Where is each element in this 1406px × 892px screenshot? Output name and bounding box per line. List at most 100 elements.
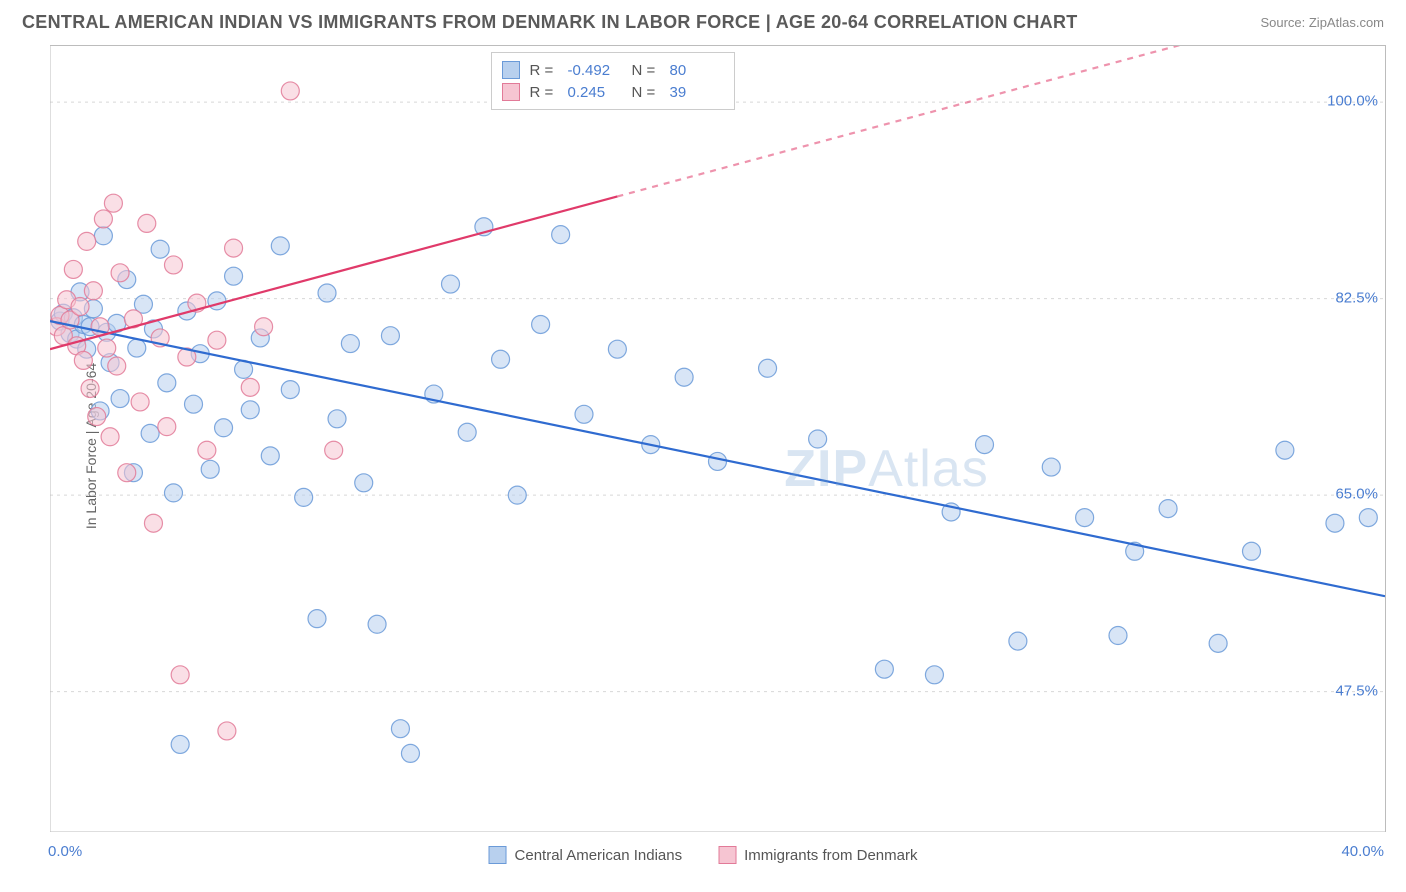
stat-label-r: R = bbox=[530, 62, 558, 79]
data-point bbox=[104, 194, 122, 212]
legend-stat-row: R = 0.245 N = 39 bbox=[502, 81, 724, 103]
data-point bbox=[552, 226, 570, 244]
legend-item: Central American Indians bbox=[489, 846, 683, 864]
data-point bbox=[608, 340, 626, 358]
data-point bbox=[108, 357, 126, 375]
data-point bbox=[158, 418, 176, 436]
source-label: Source: ZipAtlas.com bbox=[1260, 15, 1384, 30]
data-point bbox=[88, 408, 106, 426]
chart-header: CENTRAL AMERICAN INDIAN VS IMMIGRANTS FR… bbox=[0, 0, 1406, 41]
data-point bbox=[391, 720, 409, 738]
data-point bbox=[759, 359, 777, 377]
trend-line bbox=[50, 321, 1385, 596]
data-point bbox=[241, 401, 259, 419]
data-point bbox=[1109, 627, 1127, 645]
data-point bbox=[1042, 458, 1060, 476]
data-point bbox=[458, 423, 476, 441]
data-point bbox=[575, 405, 593, 423]
data-point bbox=[94, 210, 112, 228]
data-point bbox=[198, 441, 216, 459]
data-point bbox=[218, 722, 236, 740]
data-point bbox=[281, 82, 299, 100]
data-point bbox=[1009, 632, 1027, 650]
stat-value-r: -0.492 bbox=[568, 62, 622, 79]
data-point bbox=[78, 232, 96, 250]
data-point bbox=[675, 368, 693, 386]
data-point bbox=[442, 275, 460, 293]
data-point bbox=[381, 327, 399, 345]
data-point bbox=[875, 660, 893, 678]
data-point bbox=[508, 486, 526, 504]
legend-swatch bbox=[718, 846, 736, 864]
data-point bbox=[1359, 509, 1377, 527]
stat-value-r: 0.245 bbox=[568, 84, 622, 101]
chart-area: R = -0.492 N = 80 R = 0.245 N = 39 ZIPAt… bbox=[50, 45, 1386, 832]
legend-swatch bbox=[502, 61, 520, 79]
data-point bbox=[976, 436, 994, 454]
x-tick-label: 40.0% bbox=[1341, 843, 1384, 860]
scatter-plot bbox=[50, 46, 1385, 832]
legend-stat-row: R = -0.492 N = 80 bbox=[502, 59, 724, 81]
data-point bbox=[809, 430, 827, 448]
data-point bbox=[1326, 514, 1344, 532]
data-point bbox=[1076, 509, 1094, 527]
stat-label-n: N = bbox=[632, 84, 660, 101]
data-point bbox=[925, 666, 943, 684]
data-point bbox=[111, 264, 129, 282]
data-point bbox=[94, 227, 112, 245]
data-point bbox=[118, 464, 136, 482]
data-point bbox=[138, 214, 156, 232]
data-point bbox=[151, 240, 169, 258]
data-point bbox=[111, 390, 129, 408]
data-point bbox=[164, 484, 182, 502]
data-point bbox=[144, 514, 162, 532]
data-point bbox=[101, 428, 119, 446]
data-point bbox=[71, 298, 89, 316]
legend-item: Immigrants from Denmark bbox=[718, 846, 917, 864]
data-point bbox=[171, 735, 189, 753]
data-point bbox=[318, 284, 336, 302]
stat-label-r: R = bbox=[530, 84, 558, 101]
data-point bbox=[325, 441, 343, 459]
x-tick-label: 0.0% bbox=[48, 843, 82, 860]
data-point bbox=[1243, 542, 1261, 560]
data-point bbox=[158, 374, 176, 392]
data-point bbox=[164, 256, 182, 274]
data-point bbox=[295, 488, 313, 506]
data-point bbox=[355, 474, 373, 492]
data-point bbox=[128, 339, 146, 357]
data-point bbox=[201, 460, 219, 478]
data-point bbox=[141, 424, 159, 442]
stat-value-n: 39 bbox=[670, 84, 724, 101]
chart-title: CENTRAL AMERICAN INDIAN VS IMMIGRANTS FR… bbox=[22, 12, 1078, 33]
data-point bbox=[308, 610, 326, 628]
legend-swatch bbox=[502, 83, 520, 101]
data-point bbox=[74, 351, 92, 369]
data-point bbox=[281, 381, 299, 399]
data-point bbox=[185, 395, 203, 413]
data-point bbox=[241, 378, 259, 396]
data-point bbox=[368, 615, 386, 633]
stat-value-n: 80 bbox=[670, 62, 724, 79]
data-point bbox=[208, 331, 226, 349]
data-point bbox=[328, 410, 346, 428]
data-point bbox=[215, 419, 233, 437]
data-point bbox=[84, 282, 102, 300]
data-point bbox=[709, 452, 727, 470]
stat-label-n: N = bbox=[632, 62, 660, 79]
legend-label: Immigrants from Denmark bbox=[744, 847, 917, 864]
correlation-legend: R = -0.492 N = 80 R = 0.245 N = 39 bbox=[491, 52, 735, 110]
data-point bbox=[532, 315, 550, 333]
series-legend: Central American Indians Immigrants from … bbox=[489, 846, 918, 864]
data-point bbox=[1276, 441, 1294, 459]
data-point bbox=[261, 447, 279, 465]
data-point bbox=[1209, 634, 1227, 652]
legend-swatch bbox=[489, 846, 507, 864]
data-point bbox=[225, 267, 243, 285]
data-point bbox=[341, 335, 359, 353]
data-point bbox=[171, 666, 189, 684]
data-point bbox=[208, 292, 226, 310]
data-point bbox=[492, 350, 510, 368]
legend-label: Central American Indians bbox=[515, 847, 683, 864]
data-point bbox=[225, 239, 243, 257]
